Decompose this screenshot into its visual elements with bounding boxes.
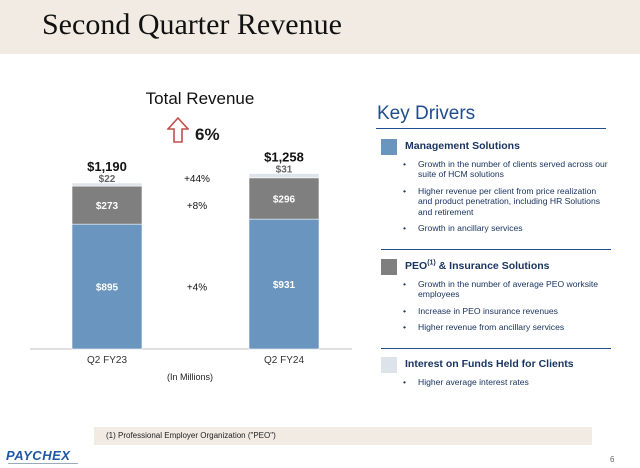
driver-peo-insurance: PEO(1) & Insurance Solutions Growth in t… bbox=[381, 259, 611, 339]
bullet-item: Higher revenue per client from price rea… bbox=[403, 186, 611, 217]
driver-name-suffix: & Insurance Solutions bbox=[435, 260, 550, 272]
bar-data-label: $895 bbox=[96, 283, 119, 294]
footnote-marker: (1) bbox=[427, 259, 436, 267]
bullet-item: Higher revenue from ancillary services bbox=[403, 322, 611, 333]
driver-name: PEO(1) & Insurance Solutions bbox=[405, 259, 550, 273]
management-solutions-swatch bbox=[381, 139, 397, 155]
bar-data-label: $296 bbox=[273, 194, 296, 205]
bar-total-label: $1,190 bbox=[87, 159, 127, 174]
x-tick-label: Q2 FY23 bbox=[87, 355, 127, 366]
driver-separator bbox=[381, 348, 611, 349]
bar-data-label: $31 bbox=[276, 165, 293, 176]
interest-funds-swatch bbox=[381, 357, 397, 373]
bullet-item: Growth in the number of average PEO work… bbox=[403, 279, 611, 300]
footnote-box: (1) Professional Employer Organization (… bbox=[94, 427, 592, 445]
page-title: Second Quarter Revenue bbox=[42, 8, 342, 41]
up-arrow-icon bbox=[167, 117, 189, 143]
growth-label: +44% bbox=[184, 174, 210, 185]
driver-name: Interest on Funds Held for Clients bbox=[405, 358, 574, 370]
bullet-item: Higher average interest rates bbox=[403, 377, 611, 388]
units-note: (In Millions) bbox=[166, 372, 213, 382]
total-growth-value: 6% bbox=[195, 125, 220, 144]
bar-total-label: $1,258 bbox=[264, 150, 304, 165]
driver-management-solutions: Management Solutions Growth in the numbe… bbox=[381, 139, 611, 239]
key-drivers-title: Key Drivers bbox=[377, 103, 476, 124]
bullet-item: Increase in PEO insurance revenues bbox=[403, 306, 611, 317]
page-number: 6 bbox=[610, 455, 615, 464]
bar-data-label: $931 bbox=[273, 280, 296, 291]
logo-tagline-line bbox=[8, 463, 78, 464]
growth-label: +8% bbox=[187, 201, 207, 212]
chart-title: Total Revenue bbox=[145, 89, 255, 108]
peo-insurance-swatch bbox=[381, 259, 397, 275]
bar-segment bbox=[71, 223, 143, 350]
title-band bbox=[0, 0, 640, 54]
x-tick-label: Q2 FY24 bbox=[264, 355, 304, 366]
bar-segment bbox=[71, 182, 143, 187]
bullet-item: Growth in ancillary services bbox=[403, 223, 611, 234]
bullet-item: Growth in the number of clients served a… bbox=[403, 159, 611, 180]
driver-name-peo: PEO bbox=[405, 260, 428, 272]
driver-separator bbox=[381, 249, 611, 250]
driver-interest-funds: Interest on Funds Held for Clients Highe… bbox=[381, 357, 611, 393]
bar-segment bbox=[248, 173, 320, 179]
drivers-title-rule bbox=[376, 128, 606, 129]
paychex-logo: PAYCHEX bbox=[6, 448, 71, 463]
bullet-list: Growth in the number of average PEO work… bbox=[381, 279, 611, 333]
bar-segment bbox=[71, 185, 143, 225]
bar-segment bbox=[248, 218, 320, 350]
bar-data-label: $22 bbox=[99, 174, 116, 185]
footnote-text: (1) Professional Employer Organization (… bbox=[106, 431, 276, 440]
driver-name: Management Solutions bbox=[405, 140, 520, 152]
bullet-list: Higher average interest rates bbox=[381, 377, 611, 388]
bar-data-label: $273 bbox=[96, 201, 119, 212]
growth-label: +4% bbox=[187, 283, 207, 294]
bullet-list: Growth in the number of clients served a… bbox=[381, 159, 611, 234]
